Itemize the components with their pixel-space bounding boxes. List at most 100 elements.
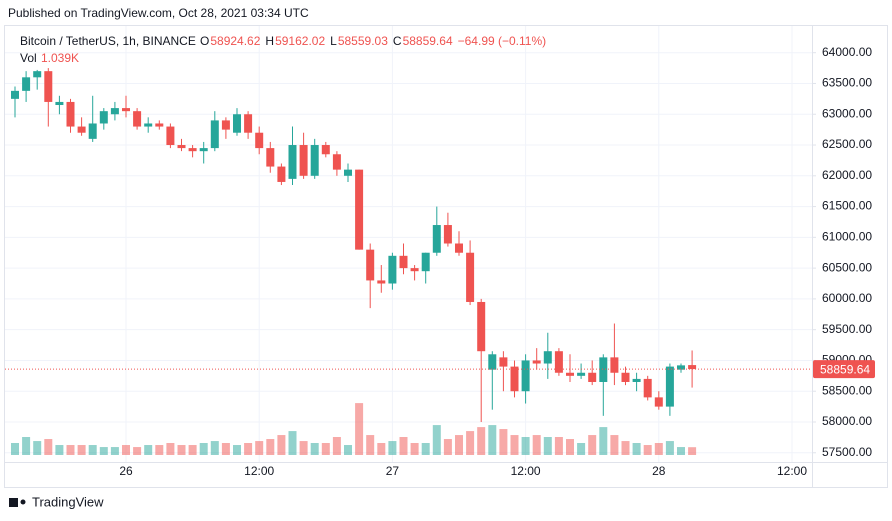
volume-bar <box>332 437 341 455</box>
candle-body <box>466 252 475 302</box>
candle-body <box>366 249 375 281</box>
volume-bar <box>677 447 685 455</box>
marks <box>5 68 812 455</box>
volume-bar <box>432 425 441 455</box>
candle-body <box>443 225 452 244</box>
candle-body <box>33 71 42 78</box>
candle-body <box>554 351 563 373</box>
ohlc-value: 58924.62 <box>210 34 260 48</box>
volume-bar <box>77 445 86 455</box>
volume-bar <box>244 443 253 455</box>
candle-body <box>510 366 519 392</box>
candle-body <box>677 365 685 370</box>
volume-bar <box>266 439 275 455</box>
candle-body <box>455 243 463 253</box>
y-tick-label: 60500.00 <box>822 260 872 274</box>
candle-body <box>665 366 674 407</box>
y-tick-label: 61000.00 <box>822 230 872 244</box>
volume-bar <box>388 441 397 455</box>
candle-body <box>66 101 75 127</box>
ohlc-prefix: O <box>200 34 209 48</box>
volume-bar <box>688 447 697 455</box>
volume-bar <box>199 443 208 455</box>
x-tick-label: 12:00 <box>244 464 274 478</box>
x-tick-label: 26 <box>119 464 133 478</box>
volume-bar <box>288 431 297 455</box>
volume-bar <box>22 437 31 455</box>
candle-body <box>521 360 530 392</box>
volume-bar <box>488 425 497 455</box>
candle-body <box>310 145 319 176</box>
volume-bar <box>355 403 364 455</box>
volume-bar <box>543 437 552 455</box>
volume-bar <box>499 429 508 455</box>
candle-body <box>299 145 308 176</box>
ohlc-value: 58859.64 <box>403 34 453 48</box>
candle-body <box>688 365 697 370</box>
candle-body <box>133 111 142 127</box>
candle-body <box>22 77 31 91</box>
x-tick-label: 27 <box>386 464 400 478</box>
volume-bar <box>321 443 330 455</box>
volume-bar <box>521 437 530 455</box>
volume-bar <box>144 445 153 455</box>
volume-bar <box>643 445 652 455</box>
volume-bar <box>133 447 142 455</box>
y-tick-label: 60000.00 <box>822 291 872 305</box>
volume-bar <box>33 441 42 455</box>
x-tick-label: 12:00 <box>777 464 807 478</box>
volume-bar <box>210 441 219 455</box>
last-price-label: 58859.64 <box>820 362 870 376</box>
candle-body <box>632 378 641 382</box>
volume-last: 1.039K <box>41 51 79 65</box>
candle-body <box>277 166 286 182</box>
x-tick-label: 12:00 <box>511 464 541 478</box>
grid <box>5 26 816 462</box>
y-tick-label: 62000.00 <box>822 168 872 182</box>
candle-body <box>233 114 241 133</box>
y-tick-label: 64000.00 <box>822 45 872 59</box>
candle-body <box>166 126 175 146</box>
candle-body <box>421 252 430 272</box>
candle-body <box>266 148 275 167</box>
candle-body <box>432 225 441 253</box>
volume-bar <box>632 443 641 455</box>
volume-bar <box>554 437 563 455</box>
volume-bar <box>377 443 386 455</box>
y-tick-label: 61500.00 <box>822 199 872 213</box>
volume-bar <box>44 439 53 455</box>
y-tick-label: 63000.00 <box>822 106 872 120</box>
volume-bar <box>166 443 175 455</box>
y-tick-label: 59500.00 <box>822 322 872 336</box>
candle-body <box>599 357 608 382</box>
volume-bar <box>466 431 475 455</box>
volume-bar <box>99 447 108 455</box>
candle-body <box>44 71 53 102</box>
volume-bar <box>188 445 197 455</box>
symbol: Bitcoin / TetherUS, 1h, BINANCE <box>20 34 196 48</box>
candle-body <box>122 108 130 112</box>
brand-logo <box>9 498 26 507</box>
candle-body <box>221 120 230 130</box>
candle-body <box>99 111 108 124</box>
candle-body <box>344 169 352 176</box>
volume-name: Vol <box>20 51 37 65</box>
candle-body <box>77 126 86 133</box>
y-tick-label: 58500.00 <box>822 383 872 397</box>
candle-body <box>255 132 264 149</box>
volume-bar <box>177 445 186 455</box>
volume-bar <box>399 437 408 455</box>
volume-bar <box>277 435 286 455</box>
volume-bar <box>221 443 230 455</box>
candle-body <box>643 378 652 398</box>
candle-body <box>377 280 386 284</box>
candle-body <box>11 90 19 99</box>
volume-bar <box>233 445 241 455</box>
last-price-tag <box>813 360 875 379</box>
x-tick-label: 28 <box>652 464 666 478</box>
volume-bar <box>122 445 130 455</box>
candle-body <box>654 397 663 407</box>
ohlc-legend: O 58924.62 H 59162.02 L 58559.03 C 58859.64 −64.… <box>200 34 546 48</box>
volume-bar <box>11 443 19 455</box>
candle-body <box>332 154 341 170</box>
